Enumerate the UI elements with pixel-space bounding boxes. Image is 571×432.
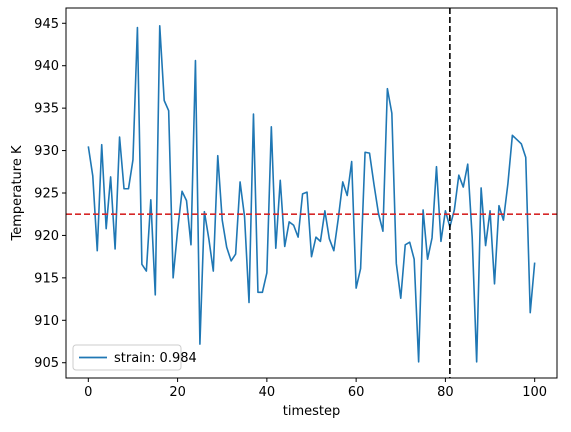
y-axis-ticks: 905 910 915 920 925 930 935 940 945 (34, 17, 66, 371)
x-tick-label: 100 (522, 385, 547, 400)
plot-frame (65, 7, 558, 379)
y-tick-label: 920 (34, 229, 59, 244)
y-tick-label: 940 (34, 59, 59, 74)
x-tick-label: 40 (259, 385, 276, 400)
y-axis-label: Temperature K (10, 145, 25, 241)
y-tick-label: 925 (34, 187, 59, 202)
y-tick-label: 945 (34, 17, 59, 32)
x-tick-label: 80 (437, 385, 454, 400)
legend-box (72, 344, 182, 371)
x-axis-ticks: 0 20 40 60 80 100 (84, 378, 547, 400)
y-tick-label: 905 (34, 356, 59, 371)
y-tick-label: 935 (34, 102, 59, 117)
x-tick-label: 0 (84, 385, 92, 400)
y-tick-label: 930 (34, 144, 59, 159)
y-tick-label: 910 (34, 314, 59, 329)
x-tick-label: 20 (169, 385, 186, 400)
reference-lines (66, 8, 557, 378)
series-line-0 (87, 25, 536, 363)
legend: strain: 0.984 (72, 344, 197, 371)
legend-label: strain: 0.984 (114, 351, 197, 366)
x-axis-label: timestep (283, 404, 341, 419)
y-tick-label: 915 (34, 271, 59, 286)
plot-area (87, 25, 536, 363)
x-tick-label: 60 (348, 385, 365, 400)
